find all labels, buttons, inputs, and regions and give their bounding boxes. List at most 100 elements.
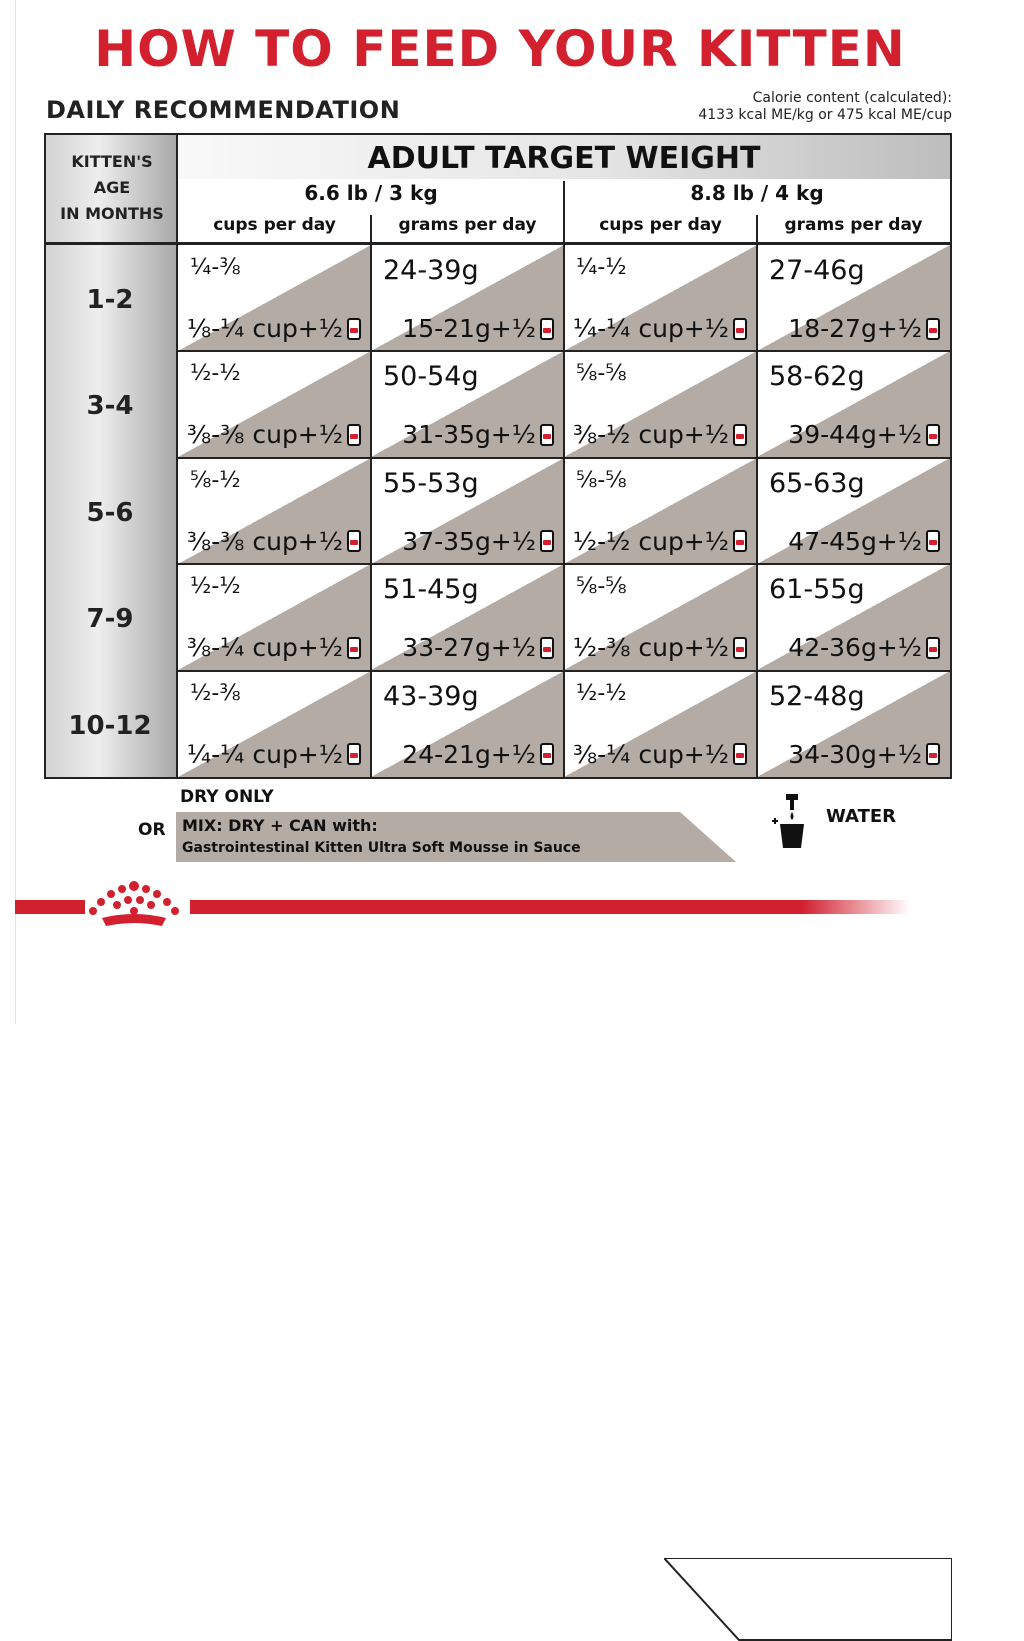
subheader-grams-3kg: grams per day [398,215,537,235]
dry-only-amount: 50-54g [383,361,479,393]
can-icon [926,636,940,659]
mix-amount: 39-44g+½ [788,420,940,449]
dry-only-amount: ¼-½ [576,255,627,280]
table-cell: 52-48g 34-30g+½ [757,670,950,777]
brand-line-left [15,900,85,914]
can-icon [733,530,747,553]
dry-only-amount: 27-46g [769,255,865,286]
table-cell: ⅝-½ ⅜-⅜ cup+½ [178,457,371,564]
column-divider [756,215,758,777]
column-divider [563,181,565,777]
calorie-content: Calorie content (calculated): 4133 kcal … [698,90,952,124]
can-icon [347,530,361,553]
table-cell: 58-62g 39-44g+½ [757,351,950,458]
can-icon [733,317,747,340]
table-cell: ½-⅜ ¼-¼ cup+½ [178,670,371,777]
mix-amount: ⅜-¼ cup+½ [187,633,361,662]
dry-only-amount: ½-½ [576,680,627,706]
subheader-grams-4kg: grams per day [784,215,923,235]
feeding-table: KITTEN'S AGE IN MONTHS ADULT TARGET WEIG… [44,133,952,779]
age-header-line-1: KITTEN'S [71,152,153,171]
can-icon [733,423,747,446]
dry-only-amount: 51-45g [383,574,479,606]
age-column-header: KITTEN'S AGE IN MONTHS [46,149,178,227]
table-cell: ½-½ ⅜-⅜ cup+½ [178,351,371,458]
or-label: OR [138,820,166,840]
water-box [664,1558,952,1641]
page-title: HOW TO FEED YOUR KITTEN [94,20,906,78]
calorie-line-1: Calorie content (calculated): [752,90,952,106]
age-row-label: 1-2 [86,285,134,315]
age-row-label: 5-6 [86,497,134,528]
can-icon [540,636,554,659]
dry-only-amount: ⅝-½ [190,467,241,493]
mix-amount-text: ¼-¼ cup+½ [186,739,343,769]
dry-only-amount: 52-48g [769,680,865,712]
mix-amount: 15-21g+½ [402,314,554,343]
table-cell: ¼-⅜ ⅛-¼ cup+½ [178,245,371,351]
mix-amount: ½-⅜ cup+½ [573,633,747,662]
mix-amount: 34-30g+½ [788,740,940,769]
mix-label: MIX: DRY + CAN with: [182,816,378,835]
mix-amount: ⅜-⅜ cup+½ [187,527,361,556]
dry-only-amount: 65-63g [769,467,865,499]
table-cell: ⅝-⅝ ⅜-½ cup+½ [564,351,757,458]
table-cell: 51-45g 33-27g+½ [371,564,564,671]
weight-header-4kg: 8.8 lb / 4 kg [690,181,824,205]
table-cell: ⅝-⅝ ½-½ cup+½ [564,457,757,564]
mix-amount-text: 37-35g+½ [402,526,536,556]
weight-header-3kg: 6.6 lb / 3 kg [304,181,438,205]
mix-amount-text: 15-21g+½ [402,314,536,343]
mix-amount: 33-27g+½ [402,633,554,662]
can-icon [926,317,940,340]
mix-amount: ¼-¼ cup+½ [187,740,361,769]
mix-amount-text: 34-30g+½ [788,739,922,769]
age-column: KITTEN'S AGE IN MONTHS [46,135,178,777]
dry-only-amount: ⅝-⅝ [576,574,627,600]
mix-amount-text: 31-35g+½ [402,420,536,450]
dry-only-amount: 58-62g [769,361,865,393]
dry-only-amount: ½-⅜ [190,680,241,706]
dry-only-amount: ½-½ [190,574,241,600]
mix-amount-text: ½-⅜ cup+½ [572,633,729,663]
mix-amount-text: 24-21g+½ [402,739,536,769]
table-cell: ⅝-⅝ ½-⅜ cup+½ [564,564,757,671]
daily-recommendation-label: DAILY RECOMMENDATION [46,96,401,124]
mix-amount-text: ½-½ cup+½ [572,526,729,556]
mix-amount: 24-21g+½ [402,740,554,769]
mix-amount-text: ⅜-⅜ cup+½ [186,526,343,556]
table-cell: 43-39g 24-21g+½ [371,670,564,777]
can-icon [540,530,554,553]
brand-line-right [190,900,910,914]
can-icon [733,636,747,659]
mix-amount-text: ⅛-¼ cup+½ [186,314,343,343]
page-left-edge [15,0,16,1024]
can-icon [540,423,554,446]
mix-amount: 37-35g+½ [402,527,554,556]
mix-amount-text: 33-27g+½ [402,633,536,663]
table-cell: ½-½ ⅜-¼ cup+½ [178,564,371,671]
header-divider [46,242,950,245]
mix-band [176,812,736,862]
mix-amount: ⅛-¼ cup+½ [187,314,361,343]
mix-amount-text: 39-44g+½ [788,420,922,450]
mix-amount-text: ⅜-½ cup+½ [572,420,729,450]
dry-only-amount: ¼-⅜ [190,255,241,280]
mix-product-name: Gastrointestinal Kitten Ultra Soft Mouss… [182,840,581,856]
dry-only-amount: 61-55g [769,574,865,606]
age-row-label: 3-4 [86,391,134,422]
dry-only-amount: 24-39g [383,255,479,286]
age-row-label: 10-12 [68,710,152,741]
can-icon [347,743,361,766]
subheader-cups-3kg: cups per day [213,215,336,235]
mix-amount: 18-27g+½ [788,314,940,343]
dry-only-amount: ⅝-⅝ [576,467,627,493]
can-icon [347,317,361,340]
mix-amount: ⅜-¼ cup+½ [573,740,747,769]
dry-only-amount: ½-½ [190,361,241,387]
dry-only-label: DRY ONLY [180,787,274,807]
table-cell: 61-55g 42-36g+½ [757,564,950,671]
age-header-line-3: IN MONTHS [60,204,164,223]
mix-amount: ½-½ cup+½ [573,527,747,556]
column-divider [370,215,372,777]
